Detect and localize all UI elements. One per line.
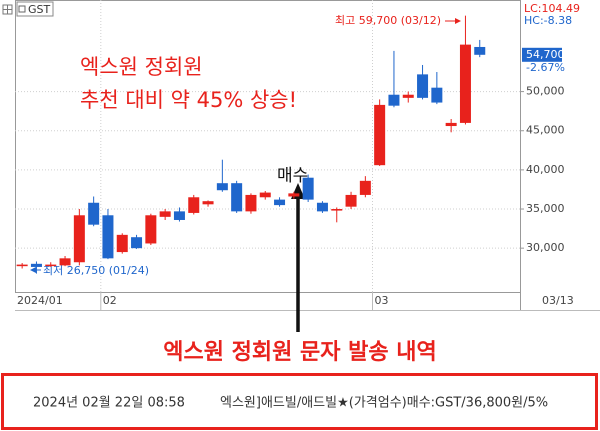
- low-arrow-head: [30, 267, 36, 273]
- candle-body: [288, 193, 300, 197]
- candle-body: [259, 192, 271, 198]
- high-arrow-head: [455, 18, 461, 24]
- annotation-line: 추천 대비 약 45% 상승!: [80, 88, 297, 112]
- candle-body: [131, 237, 143, 249]
- buy-label: 매수: [277, 166, 308, 186]
- annotation-line: 엑스원 정회원: [80, 55, 203, 79]
- symbol: GST: [28, 3, 51, 16]
- hc-label: HC:-8.38: [524, 14, 572, 27]
- candle-body: [188, 197, 200, 213]
- candle-body: [402, 94, 414, 98]
- y-tick-label: 35,000: [526, 202, 565, 215]
- chart-bg: [0, 0, 600, 314]
- last-price-box: [522, 47, 562, 62]
- candle-body: [459, 44, 471, 123]
- y-tick-label: 40,000: [526, 163, 565, 176]
- y-tick-label: 30,000: [526, 241, 565, 254]
- symbol-box: [16, 1, 54, 17]
- lc-label: LC:104.49: [524, 2, 580, 15]
- candle-body: [474, 46, 486, 55]
- candle-body: [30, 263, 42, 267]
- candle-body: [145, 215, 157, 244]
- symbol-icon: [18, 5, 26, 13]
- candle-body: [302, 177, 314, 200]
- y-tick-label: 45,000: [526, 124, 565, 137]
- candle-body: [431, 87, 443, 103]
- candle-body: [59, 258, 71, 266]
- x-tick-label: 2024/01: [17, 294, 63, 307]
- candle-body: [73, 215, 85, 263]
- candle-body: [202, 201, 214, 205]
- candle-body: [231, 183, 243, 212]
- candle-body: [88, 202, 100, 225]
- x-tick-label: 03: [375, 294, 389, 307]
- candle-body: [388, 94, 400, 106]
- message-datetime: 2024년 02월 22일 08:58: [33, 396, 185, 411]
- candle-body: [159, 211, 171, 217]
- candle-body: [102, 215, 114, 259]
- candle-body: [316, 202, 328, 212]
- candle-body: [274, 199, 286, 206]
- last-change: -2.67%: [526, 61, 565, 74]
- x-tick-label: 02: [103, 294, 117, 307]
- candle-body: [345, 194, 357, 207]
- candle-body: [245, 194, 257, 212]
- candle-body: [359, 180, 371, 195]
- candle-body: [445, 122, 457, 127]
- message-box: [1, 373, 598, 430]
- message-text: 엑스원]애드빌/애드빌★(가격엄수)매수:GST/36,800원/5%: [220, 396, 548, 411]
- candle-body: [16, 264, 28, 267]
- candle-body: [417, 74, 429, 98]
- high-annotation: 최고 59,700 (03/12): [335, 14, 441, 27]
- message-title: 엑스원 정회원 문자 발송 내역: [163, 340, 437, 365]
- candle-body: [374, 104, 386, 166]
- current-date: 03/13: [542, 294, 574, 307]
- y-tick-label: 50,000: [526, 85, 565, 98]
- menu-icon[interactable]: [2, 4, 13, 15]
- candle-body: [116, 234, 128, 253]
- low-annotation: 최저 26,750 (01/24): [43, 264, 149, 277]
- candle-body: [331, 209, 343, 211]
- candle-body: [45, 264, 57, 267]
- last-price-label: 54,700: [526, 48, 565, 61]
- candle-body: [216, 183, 228, 191]
- candle-body: [173, 211, 185, 220]
